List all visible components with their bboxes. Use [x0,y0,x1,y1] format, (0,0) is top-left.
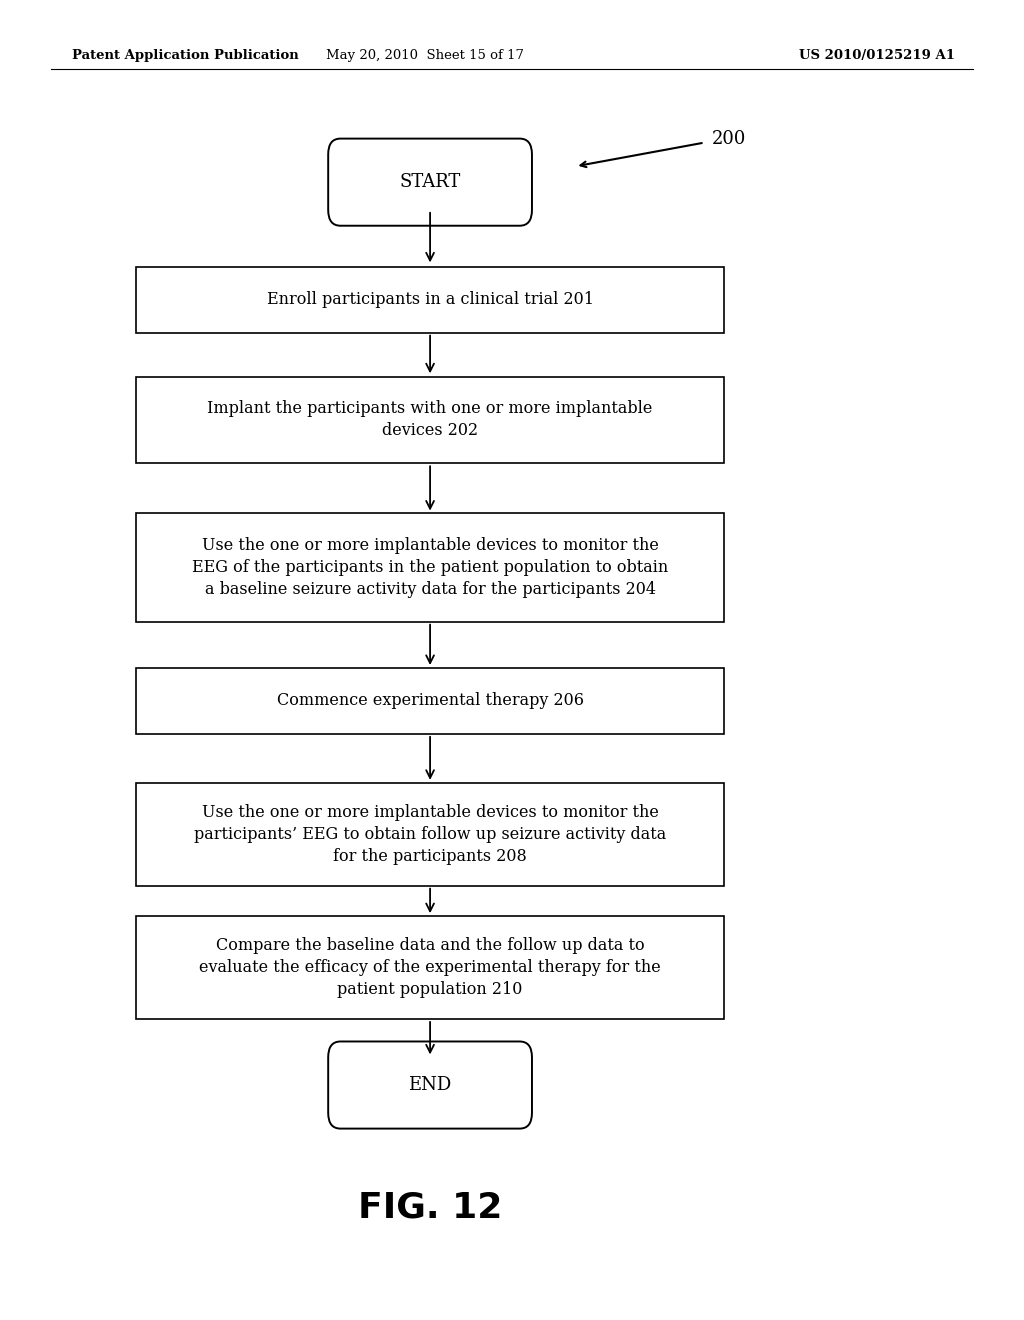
FancyBboxPatch shape [135,668,725,734]
Text: Use the one or more implantable devices to monitor the
EEG of the participants i: Use the one or more implantable devices … [191,537,669,598]
Text: Commence experimental therapy 206: Commence experimental therapy 206 [276,693,584,709]
FancyBboxPatch shape [135,513,725,622]
Text: May 20, 2010  Sheet 15 of 17: May 20, 2010 Sheet 15 of 17 [326,49,524,62]
Text: US 2010/0125219 A1: US 2010/0125219 A1 [799,49,954,62]
Text: 200: 200 [712,129,746,148]
FancyBboxPatch shape [135,916,725,1019]
Text: Compare the baseline data and the follow up data to
evaluate the efficacy of the: Compare the baseline data and the follow… [200,937,660,998]
Text: FIG. 12: FIG. 12 [358,1191,502,1225]
FancyBboxPatch shape [135,783,725,886]
Text: END: END [409,1076,452,1094]
Text: Patent Application Publication: Patent Application Publication [72,49,298,62]
FancyBboxPatch shape [135,267,725,333]
Text: Use the one or more implantable devices to monitor the
participants’ EEG to obta: Use the one or more implantable devices … [194,804,667,865]
Text: START: START [399,173,461,191]
Text: Enroll participants in a clinical trial 201: Enroll participants in a clinical trial … [266,292,594,308]
FancyBboxPatch shape [328,1041,532,1129]
Text: Implant the participants with one or more implantable
devices 202: Implant the participants with one or mor… [208,400,652,440]
FancyBboxPatch shape [135,376,725,462]
FancyBboxPatch shape [328,139,532,226]
